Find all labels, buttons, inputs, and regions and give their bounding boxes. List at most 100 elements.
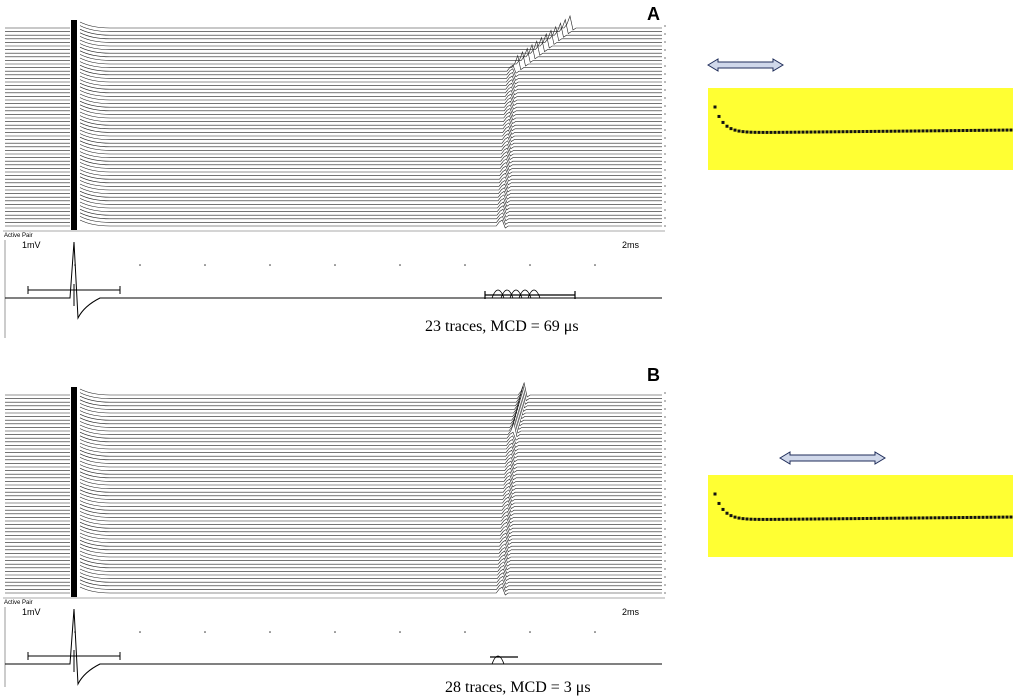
cursor — [27, 650, 121, 672]
data-dot — [921, 516, 925, 520]
trace — [5, 125, 662, 135]
header: Active Pair — [4, 600, 33, 606]
data-dot — [797, 517, 801, 521]
data-dot — [917, 516, 921, 520]
trace — [5, 54, 662, 71]
trace — [5, 464, 662, 474]
data-dot — [817, 130, 821, 134]
data-dot — [841, 517, 845, 521]
plot-area — [708, 475, 1013, 557]
data-dot — [733, 515, 737, 519]
trace — [5, 514, 662, 524]
trace — [5, 187, 662, 197]
data-dot — [937, 516, 941, 520]
data-dot — [989, 128, 993, 132]
trace — [5, 421, 662, 438]
trace — [5, 503, 662, 513]
grid-dot — [399, 264, 401, 266]
trace — [5, 212, 662, 222]
data-dot — [809, 130, 813, 134]
cursor — [484, 291, 576, 299]
data-dot — [857, 130, 861, 134]
data-dot — [817, 517, 821, 521]
panel: B Active Pair 1mV 2ms 28 traces, MCD = 3… — [3, 365, 1013, 696]
trace — [5, 460, 662, 470]
grid-dot — [139, 631, 141, 633]
trace — [5, 64, 662, 74]
data-dot — [921, 129, 925, 133]
data-dot — [945, 129, 949, 133]
grid-dot — [204, 631, 206, 633]
data-dot — [829, 517, 833, 521]
trace — [5, 431, 662, 441]
data-dot — [841, 130, 845, 134]
data-dot — [981, 128, 985, 132]
data-dot — [829, 130, 833, 134]
trace — [5, 143, 662, 153]
grid-dot — [594, 264, 596, 266]
trace — [5, 572, 662, 582]
data-dot — [949, 516, 953, 520]
trace — [5, 151, 662, 161]
data-dot — [717, 114, 721, 118]
data-dot — [741, 517, 745, 521]
data-dot — [977, 515, 981, 519]
trace — [5, 136, 662, 146]
trace — [5, 32, 662, 49]
data-dot — [833, 130, 837, 134]
data-dot — [713, 105, 717, 109]
data-dot — [721, 507, 725, 511]
trace — [5, 140, 662, 150]
data-dot — [873, 516, 877, 520]
data-dot — [853, 130, 857, 134]
data-dot — [985, 515, 989, 519]
data-dot — [909, 516, 913, 520]
trace — [5, 154, 662, 164]
trace — [5, 561, 662, 571]
data-dot — [905, 516, 909, 520]
data-dot — [789, 130, 793, 134]
data-dot — [793, 517, 797, 521]
trace — [5, 564, 662, 574]
data-dot — [897, 129, 901, 133]
grid-dot — [204, 264, 206, 266]
data-dot — [973, 128, 977, 132]
trace — [5, 507, 662, 517]
data-dot — [737, 129, 741, 133]
data-dot — [745, 517, 749, 521]
data-dot — [765, 130, 769, 134]
data-dot — [973, 515, 977, 519]
trace — [5, 435, 662, 445]
data-dot — [957, 129, 961, 133]
waveform — [5, 608, 662, 686]
trace — [5, 165, 662, 175]
stimulus-artifact — [71, 387, 77, 597]
range-arrow — [707, 58, 784, 72]
panel-label: B — [647, 365, 660, 385]
plot-area — [708, 88, 1013, 170]
trace — [5, 183, 662, 193]
trace — [5, 122, 662, 132]
data-dot — [749, 130, 753, 134]
trace — [5, 407, 662, 423]
data-dot — [869, 516, 873, 520]
data-dot — [965, 128, 969, 132]
trace — [5, 442, 662, 452]
trace — [5, 194, 662, 204]
data-dot — [889, 516, 893, 520]
trace — [5, 190, 662, 200]
grid-dot — [464, 631, 466, 633]
data-dot — [953, 129, 957, 133]
data-dot — [797, 130, 801, 134]
late-response — [491, 655, 505, 665]
trace — [5, 396, 662, 412]
grid-dot — [594, 631, 596, 633]
data-dot — [893, 516, 897, 520]
data-dot — [941, 129, 945, 133]
data-dot — [881, 129, 885, 133]
data-dot — [885, 516, 889, 520]
trace — [5, 518, 662, 528]
trace — [5, 536, 662, 546]
trace — [5, 18, 662, 35]
data-dot — [717, 501, 721, 505]
